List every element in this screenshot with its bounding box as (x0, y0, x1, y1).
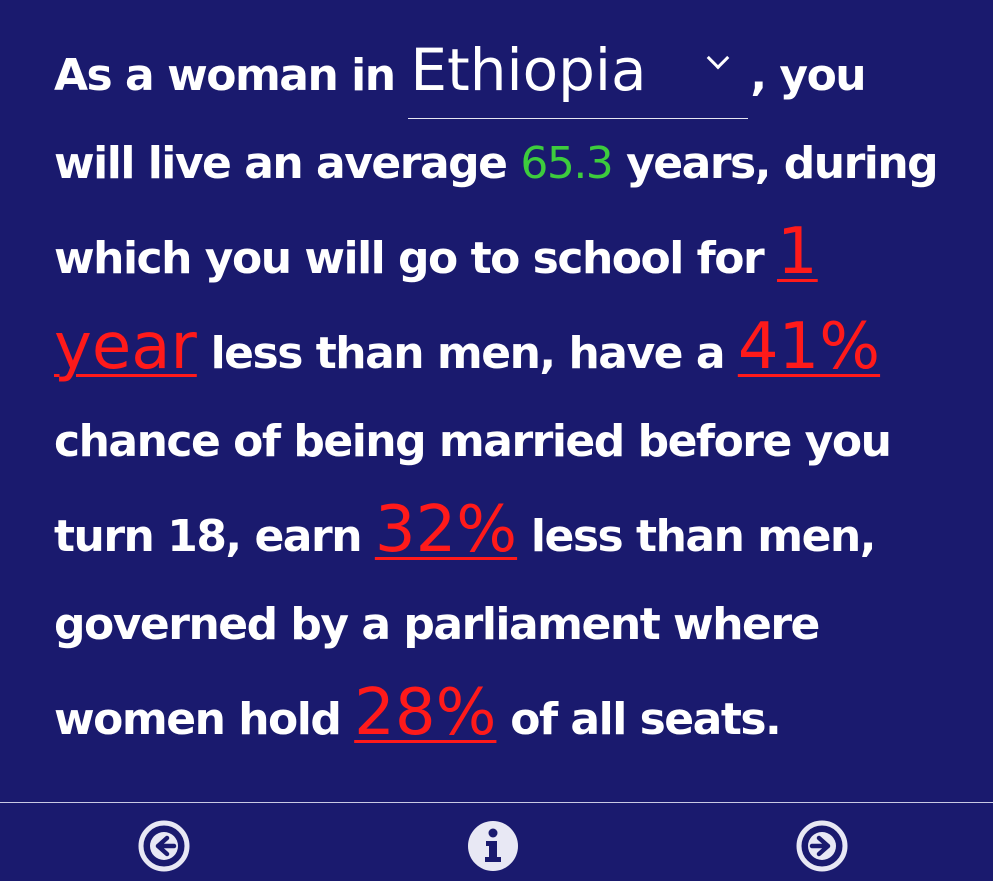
arrow-right-circle-icon (796, 820, 848, 872)
previous-button[interactable] (137, 819, 191, 873)
next-button[interactable] (795, 819, 849, 873)
pay-gap-value[interactable]: 32% (374, 493, 518, 567)
after-country-text: , you will live an average (54, 50, 867, 189)
info-button[interactable] (466, 819, 520, 873)
footer-divider (0, 802, 993, 803)
life-expectancy-value: 65.3 (520, 138, 613, 189)
after-school-text: less than men, have a (196, 328, 738, 379)
child-marriage-value[interactable]: 41% (737, 310, 881, 384)
after-marriage-text: chance of being married before you turn … (54, 416, 892, 562)
school-gap-value[interactable]: 1 year (54, 215, 818, 384)
country-name: Ethiopia (410, 36, 647, 104)
after-life-text: years, during which you will go to schoo… (54, 138, 939, 284)
chevron-down-icon (707, 46, 730, 70)
story-sentence: As a woman in Ethiopia, you will live an… (54, 28, 954, 764)
intro-text: As a woman in (54, 50, 409, 101)
country-dropdown[interactable]: Ethiopia (408, 28, 749, 119)
arrow-left-circle-icon (138, 820, 190, 872)
info-circle-icon (468, 821, 518, 871)
parliament-share-value[interactable]: 28% (354, 676, 497, 750)
after-parliament-text: of all seats. (496, 694, 782, 745)
after-pay-text: less than men, governed by a parliament … (54, 511, 876, 745)
